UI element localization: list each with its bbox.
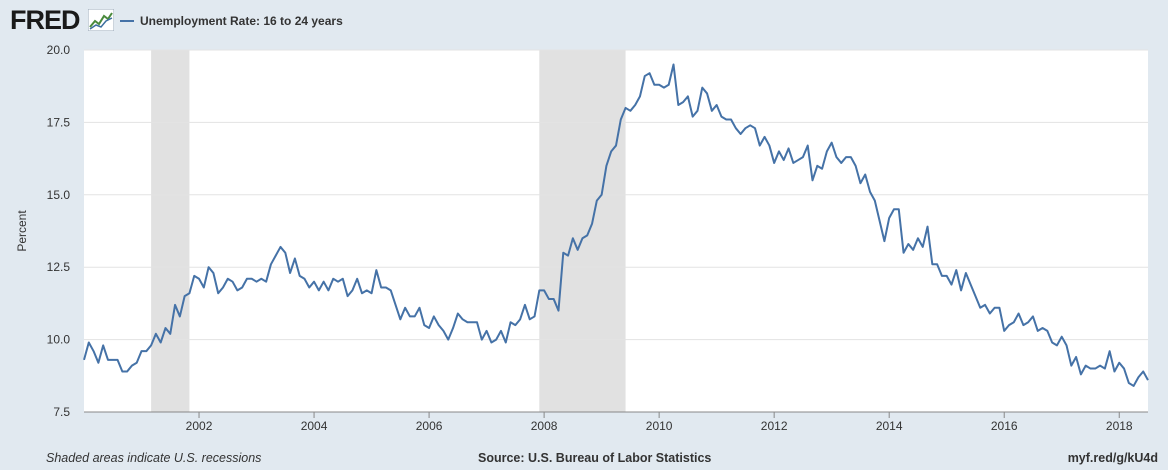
y-tick-label: 15.0 [47, 188, 71, 202]
y-axis-label: Percent [15, 210, 29, 252]
x-tick-label: 2002 [186, 419, 213, 433]
line-chart[interactable]: 2002 2004 2006 2008 2010 2012 2014 2016 2018 7.5… [0, 0, 1168, 448]
source-link[interactable]: Source: U.S. Bureau of Labor Statistics [478, 451, 712, 465]
x-tick-label: 2008 [531, 419, 558, 433]
short-url-link[interactable]: myf.red/g/kU4d [1067, 451, 1158, 465]
y-tick-label: 12.5 [47, 260, 71, 274]
x-tick-label: 2012 [761, 419, 788, 433]
x-tick-label: 2004 [301, 419, 328, 433]
y-tick-label: 20.0 [47, 43, 71, 57]
recession-band-0 [151, 50, 190, 412]
x-tick-label: 2014 [876, 419, 903, 433]
fred-chart-icon[interactable] [88, 9, 114, 31]
x-axis: 2002 2004 2006 2008 2010 2012 2014 2016 2018 [84, 411, 1148, 433]
y-tick-label: 17.5 [47, 115, 71, 129]
y-axis: 7.5 10.0 12.5 15.0 17.5 20.0 [47, 43, 71, 419]
chart-header: FRED Unemployment Rate: 16 to 24 years [0, 0, 1168, 44]
x-tick-label: 2016 [991, 419, 1018, 433]
legend-label[interactable]: Unemployment Rate: 16 to 24 years [140, 14, 343, 28]
x-tick-label: 2006 [416, 419, 443, 433]
legend[interactable]: Unemployment Rate: 16 to 24 years [120, 12, 343, 30]
series-layer [83, 63, 1149, 387]
y-tick-label: 7.5 [53, 405, 70, 419]
legend-swatch [120, 20, 134, 22]
recession-bands [151, 50, 626, 412]
x-tick-label: 2018 [1106, 419, 1133, 433]
fred-logo[interactable]: FRED [10, 5, 80, 35]
recession-band-1 [539, 50, 626, 412]
recession-note: Shaded areas indicate U.S. recessions [46, 451, 262, 465]
y-tick-label: 10.0 [47, 333, 71, 347]
series-line-0[interactable] [83, 63, 1149, 387]
x-tick-label: 2010 [646, 419, 673, 433]
